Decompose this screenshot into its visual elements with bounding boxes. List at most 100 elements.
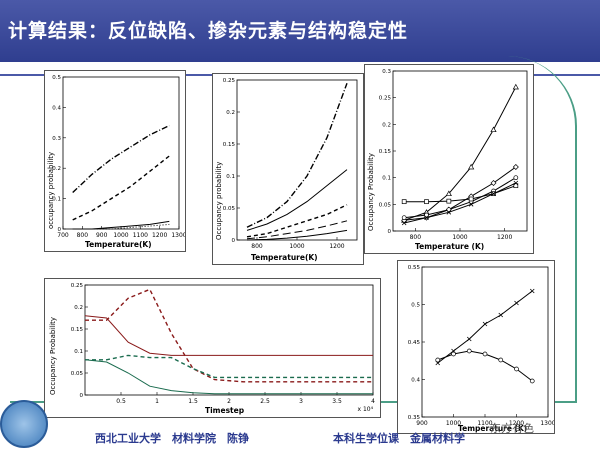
y-tick-label: 0.1 [226, 174, 235, 180]
y-tick-label: 0.5 [411, 303, 420, 309]
series-line-3 [246, 204, 348, 238]
data-point [513, 175, 519, 181]
series-line-3 [72, 220, 170, 230]
y-tick-label: 0.2 [52, 166, 61, 172]
x-axis-label: Timestep [205, 406, 245, 415]
y-axis-label: Occupancy Probability [49, 317, 57, 395]
y-tick-label: 0.4 [411, 378, 420, 384]
plot-area [84, 284, 374, 396]
y-tick-label: 0.05 [223, 206, 236, 212]
data-point [490, 180, 497, 186]
series-line-4 [72, 223, 170, 230]
x-tick-label: 1000 [113, 232, 128, 239]
data-point [512, 164, 519, 170]
series-line-5 [246, 229, 348, 241]
data-point [446, 210, 452, 215]
data-point [401, 215, 407, 221]
x-multiplier: x 10⁴ [358, 406, 374, 413]
data-point [529, 288, 535, 294]
y-tick-label: 0.5 [52, 75, 61, 81]
data-point [498, 312, 504, 318]
data-point [424, 212, 429, 218]
data-point [490, 126, 497, 133]
data-point [466, 336, 472, 342]
footer: 西北工业大学 材料学院 陈铮 本科生学位课 金属材料学 [95, 430, 535, 448]
x-tick-label: 2 [227, 398, 231, 405]
x-axis-label: Temperature (K) [458, 424, 527, 433]
data-point [466, 348, 472, 354]
plot-area [62, 76, 180, 230]
data-point [491, 191, 496, 196]
x-tick-label: 1100 [133, 232, 148, 239]
chart-panel-5: 0.35 0.4 0.45 0.5 0.55 900 1000 1100 1200 1300 Tem… [397, 260, 555, 434]
x-axis-label: Temperature (K) [415, 242, 484, 251]
data-point [424, 215, 429, 220]
data-point [468, 202, 474, 207]
y-tick-label: 0.05 [379, 202, 392, 208]
plot-area [421, 266, 549, 418]
y-tick-label: 0.25 [223, 78, 236, 84]
y-tick-label: 0 [58, 227, 62, 233]
chart-4: 0 0.05 0.1 0.15 0.2 0.25 0.5 1 1.5 2 2.5 3 3.5 4x 10⁴… [49, 283, 375, 415]
series-line-1 [404, 86, 517, 221]
data-point [401, 220, 407, 226]
y-tick-label: 0.2 [382, 122, 391, 128]
data-point [424, 199, 429, 205]
y-tick-label: 0.45 [408, 340, 421, 346]
x-tick-label: 1200 [329, 243, 344, 250]
y-tick-label: 0.25 [379, 96, 392, 102]
x-tick-label: 1000 [446, 420, 461, 427]
y-tick-label: 0.1 [382, 176, 391, 182]
x-tick-label: 800 [251, 243, 263, 250]
data-point [482, 351, 488, 357]
data-point [514, 300, 519, 306]
y-tick-label: 0.2 [74, 305, 83, 311]
chart-panel-3: 0 0.05 0.1 0.15 0.2 0.25 0.3 800 1000 1200 Occupan… [364, 64, 534, 254]
x-tick-label: 3.5 [332, 398, 342, 405]
series-line-1 [85, 288, 373, 383]
y-tick-label: 0.15 [71, 327, 84, 333]
university-logo [0, 400, 48, 448]
data-point [513, 183, 519, 189]
data-point [446, 198, 452, 204]
series-line-2 [404, 166, 517, 221]
chart-1: 0 0.1 0.2 0.3 0.4 0.5 700 800 900 1000 1100 1200 130… [47, 75, 185, 249]
data-point [482, 321, 488, 327]
x-tick-label: 1200 [497, 234, 512, 241]
y-tick-label: 0.3 [52, 136, 61, 142]
chart-panel-1: 0 0.1 0.2 0.3 0.4 0.5 700 800 900 1000 1100 1200 130… [44, 70, 186, 252]
series-line-2 [72, 155, 170, 221]
data-point [512, 83, 519, 90]
y-tick-label: 0.35 [408, 415, 421, 421]
data-point [513, 180, 519, 186]
series-line-2 [246, 169, 348, 231]
series-line-4 [246, 220, 348, 240]
y-tick-label: 0.4 [52, 105, 61, 111]
series-line-3 [85, 354, 373, 379]
chart-2: 0 0.05 0.1 0.15 0.2 0.25 800 1000 1200 Occupancy … [215, 78, 358, 262]
series-line-1 [246, 82, 348, 228]
y-tick-label: 0.55 [408, 265, 421, 271]
x-tick-label: 900 [416, 420, 428, 427]
y-tick-label: 0.1 [74, 349, 83, 355]
x-tick-label: 800 [410, 234, 422, 241]
x-tick-label: 1000 [289, 243, 304, 250]
y-tick-label: 0.3 [382, 69, 391, 75]
x-tick-label: 0.5 [116, 398, 126, 405]
data-point [445, 190, 452, 197]
y-tick-label: 0.15 [223, 142, 236, 148]
watermark: 东方有色 [490, 422, 534, 435]
y-axis-label: occupancy probability [47, 152, 55, 229]
series-line-5 [404, 182, 517, 224]
data-point [401, 199, 407, 205]
chart-5: 0.35 0.4 0.45 0.5 0.55 900 1000 1100 1200 1300 Tem… [408, 265, 554, 433]
y-tick-label: 0.05 [71, 371, 84, 377]
y-axis-label: Occupancy probability [215, 162, 223, 240]
data-point [435, 357, 441, 363]
x-tick-label: 800 [77, 232, 89, 239]
x-tick-label: 900 [96, 232, 108, 239]
x-tick-label: 1200 [509, 420, 524, 427]
x-tick-label: 4 [371, 398, 375, 405]
x-tick-label: 1300 [540, 420, 554, 427]
